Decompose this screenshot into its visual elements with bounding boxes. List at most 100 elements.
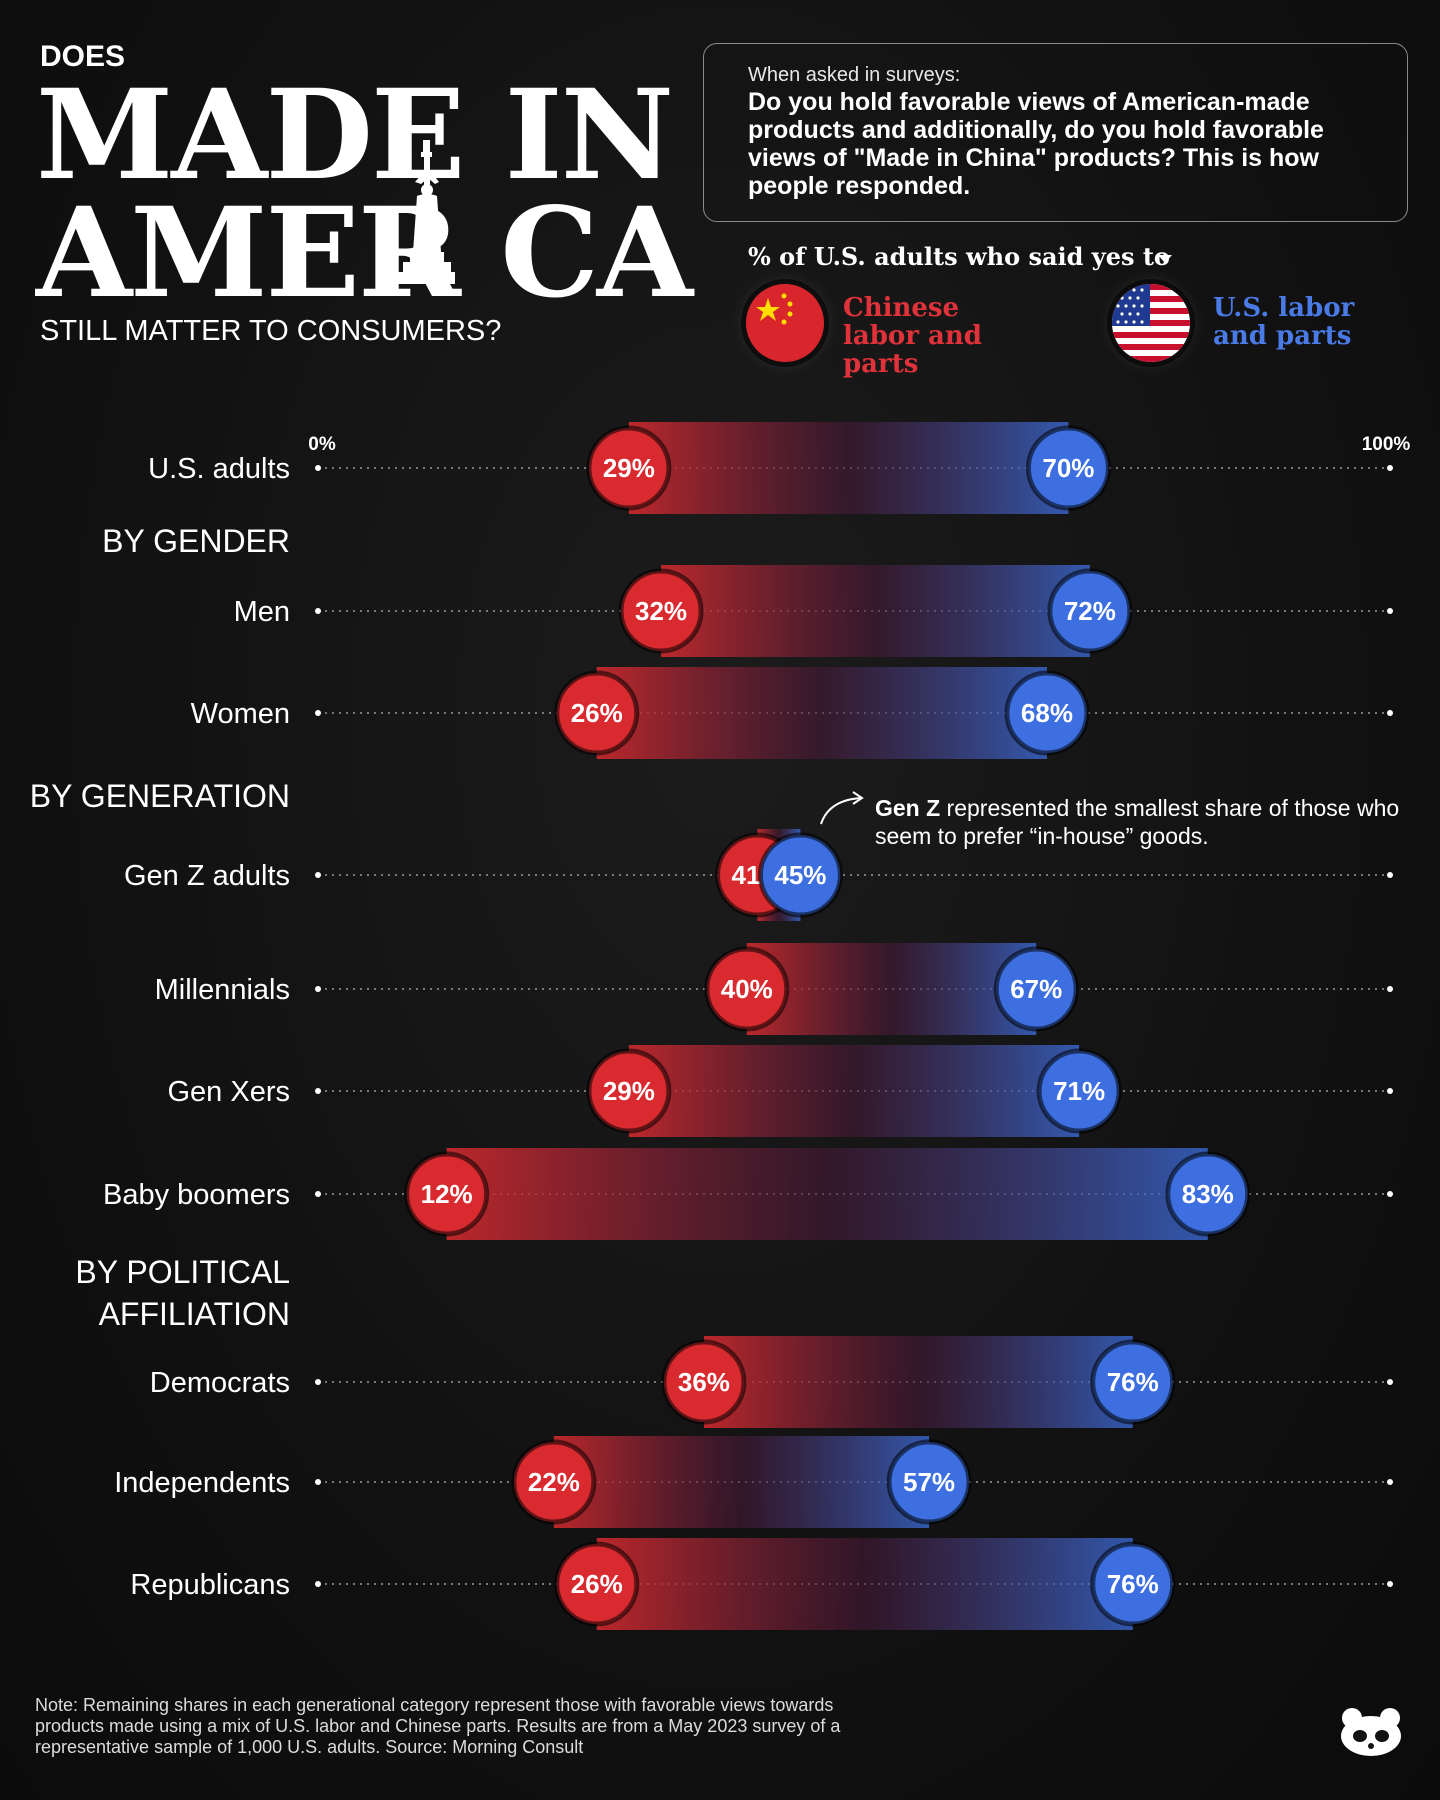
us-flag-icon — [1112, 284, 1190, 362]
chinese-dot — [704, 946, 790, 1032]
axis-label-max: 100% — [1362, 434, 1411, 455]
chart-row: Women 26% 68% — [191, 667, 1393, 759]
us-value-label: 68% — [1021, 698, 1073, 728]
us-dot — [757, 832, 843, 918]
china-flag-icon — [746, 284, 824, 362]
us-value-label: 83% — [1182, 1179, 1234, 1209]
row-label: Gen Xers — [168, 1076, 291, 1108]
statue-of-liberty-icon — [397, 140, 455, 284]
chinese-dot — [404, 1151, 490, 1237]
range-bar — [553, 1436, 930, 1528]
axis-endpoint — [315, 1191, 321, 1197]
publisher-logo-icon — [1341, 1708, 1401, 1756]
title-line-2: AMER CA — [36, 181, 693, 326]
chinese-dot — [511, 1439, 597, 1525]
row-label: Men — [234, 596, 290, 628]
annotation-bold: Gen Z — [875, 795, 941, 821]
us-dot — [1036, 1048, 1122, 1134]
range-bar — [446, 1148, 1208, 1240]
section-label: BY GENDER — [102, 523, 290, 559]
chinese-value-label: 12% — [421, 1179, 473, 1209]
axis-endpoint — [1387, 1191, 1393, 1197]
section-label: BY POLITICAL — [75, 1254, 290, 1290]
range-bar — [596, 1538, 1133, 1630]
axis-endpoint — [315, 1088, 321, 1094]
us-value-label: 76% — [1107, 1569, 1159, 1599]
axis-endpoint — [1387, 1379, 1393, 1385]
axis-endpoint — [315, 986, 321, 992]
question-text: Do you hold favorable views of American-… — [748, 88, 1324, 200]
row-label: Independents — [114, 1467, 290, 1499]
us-value-label: 67% — [1010, 974, 1062, 1004]
kicker-text: DOES — [40, 40, 126, 73]
axis-endpoint — [1387, 872, 1393, 878]
title-subtitle: STILL MATTER TO CONSUMERS? — [40, 315, 502, 347]
axis-endpoint — [1387, 1479, 1393, 1485]
axis-endpoint — [1387, 608, 1393, 614]
footnote: Note: Remaining shares in each generatio… — [35, 1695, 841, 1757]
chinese-value-label: 40% — [721, 974, 773, 1004]
us-value-label: 72% — [1064, 596, 1116, 626]
chart-row: Men 32% 72% — [234, 565, 1393, 657]
axis-endpoint — [315, 1479, 321, 1485]
chart-row: Gen Xers 29% 71% — [168, 1045, 1393, 1137]
axis-endpoint — [1387, 1088, 1393, 1094]
chinese-value-label: 26% — [571, 1569, 623, 1599]
range-bar — [746, 943, 1037, 1035]
us-dot — [1047, 568, 1133, 654]
title-line-1: MADE IN — [36, 63, 674, 208]
chinese-dot — [586, 425, 672, 511]
row-label: Gen Z adults — [124, 860, 290, 892]
caret-down-icon — [1158, 255, 1172, 263]
us-dot — [1090, 1541, 1176, 1627]
range-bar — [661, 565, 1090, 657]
range-bar — [596, 667, 1047, 759]
chinese-value-label: 36% — [678, 1367, 730, 1397]
chinese-dot — [661, 1339, 747, 1425]
axis-endpoint — [315, 710, 321, 716]
axis-endpoint — [1387, 710, 1393, 716]
us-dot — [886, 1439, 972, 1525]
axis-endpoint — [1387, 1581, 1393, 1587]
us-value-label: 57% — [903, 1467, 955, 1497]
axis-label-min: 0% — [308, 434, 336, 455]
chinese-value-label: 29% — [603, 1076, 655, 1106]
legend-chinese-label: Chinese labor and parts — [843, 293, 982, 379]
section-label: AFFILIATION — [99, 1296, 290, 1332]
us-dot — [1090, 1339, 1176, 1425]
range-bar — [628, 422, 1069, 514]
axis-endpoint — [1387, 465, 1393, 471]
question-box — [703, 43, 1408, 222]
us-value-label: 71% — [1053, 1076, 1105, 1106]
chinese-dot — [554, 670, 640, 756]
axis-endpoint — [315, 608, 321, 614]
chinese-dot — [554, 1541, 640, 1627]
curved-arrow-icon — [820, 791, 864, 825]
chart-row: Republicans 26% 76% — [130, 1538, 1393, 1630]
legend-title: % of U.S. adults who said yes to — [748, 242, 1170, 271]
chart-row: Gen Z adults 41%45% — [124, 829, 1393, 921]
chinese-dot — [586, 1048, 672, 1134]
chinese-value-label: 26% — [571, 698, 623, 728]
annotation-text: represented the smallest share of those … — [875, 795, 1400, 849]
chart-row: Millennials 40% 67% — [155, 943, 1393, 1035]
axis-endpoint — [315, 465, 321, 471]
us-value-label: 45% — [774, 860, 826, 890]
chinese-value-label: 32% — [635, 596, 687, 626]
chart-row: Independents 22% 57% — [114, 1436, 1393, 1528]
axis-endpoint — [315, 1379, 321, 1385]
gen-z-annotation: Gen Z represented the smallest share of … — [820, 791, 1415, 850]
chinese-value-label: 29% — [603, 453, 655, 483]
chinese-dot — [618, 568, 704, 654]
us-dot — [1025, 425, 1111, 511]
range-bar — [628, 1045, 1080, 1137]
row-label: U.S. adults — [148, 453, 290, 485]
chinese-value-label: 22% — [528, 1467, 580, 1497]
us-dot — [1004, 670, 1090, 756]
range-bar — [703, 1336, 1133, 1428]
question-lead: When asked in surveys: — [748, 64, 961, 86]
us-value-label: 70% — [1042, 453, 1094, 483]
row-label: Democrats — [150, 1367, 290, 1399]
chart-row: Democrats 36% 76% — [150, 1336, 1393, 1428]
